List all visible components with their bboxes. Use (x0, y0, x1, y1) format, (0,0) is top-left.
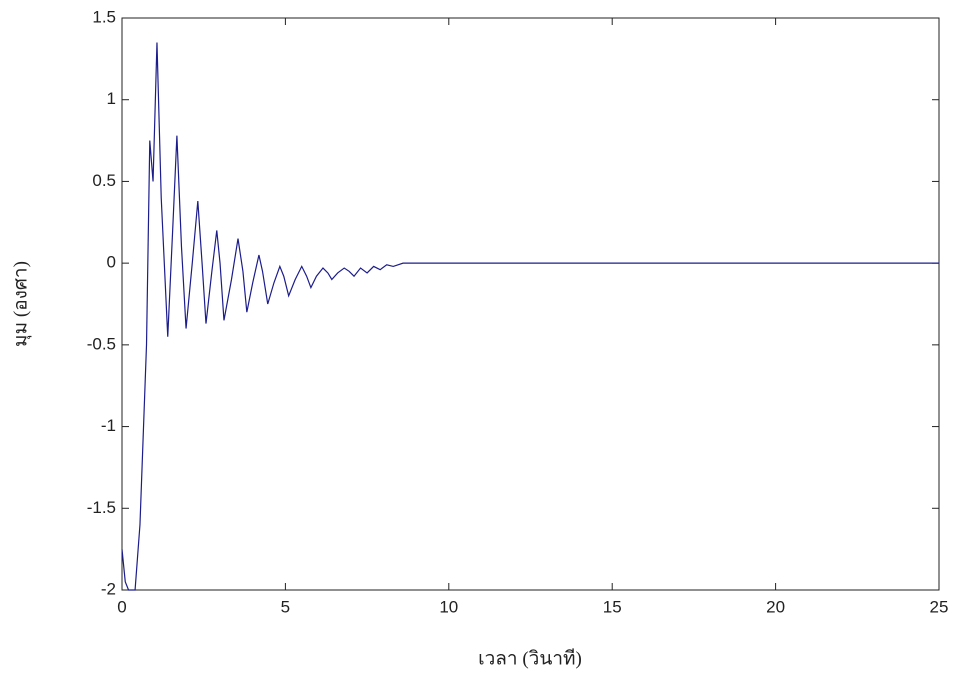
y-tick-label: 1.5 (92, 7, 116, 26)
plot-box (121, 17, 940, 591)
y-tick-label: -1.5 (87, 498, 116, 517)
x-tick-label: 20 (766, 597, 785, 616)
x-tick-label: 25 (930, 597, 949, 616)
x-tick-label: 10 (439, 597, 458, 616)
x-tick-label: 0 (117, 597, 126, 616)
y-tick-label: 0 (107, 253, 116, 272)
y-tick-label: -1 (101, 416, 116, 435)
x-tick-label: 5 (281, 597, 290, 616)
y-axis-label: มุม (องศา) (10, 261, 32, 347)
y-tick-label: 0.5 (92, 171, 116, 190)
data-line (121, 42, 939, 591)
x-axis-label: เวลา (วินาที) (478, 647, 582, 669)
y-tick-label: -0.5 (87, 334, 116, 353)
x-tick-label: 15 (603, 597, 622, 616)
y-tick-label: 1 (107, 89, 116, 108)
y-tick-label: -2 (101, 579, 116, 598)
